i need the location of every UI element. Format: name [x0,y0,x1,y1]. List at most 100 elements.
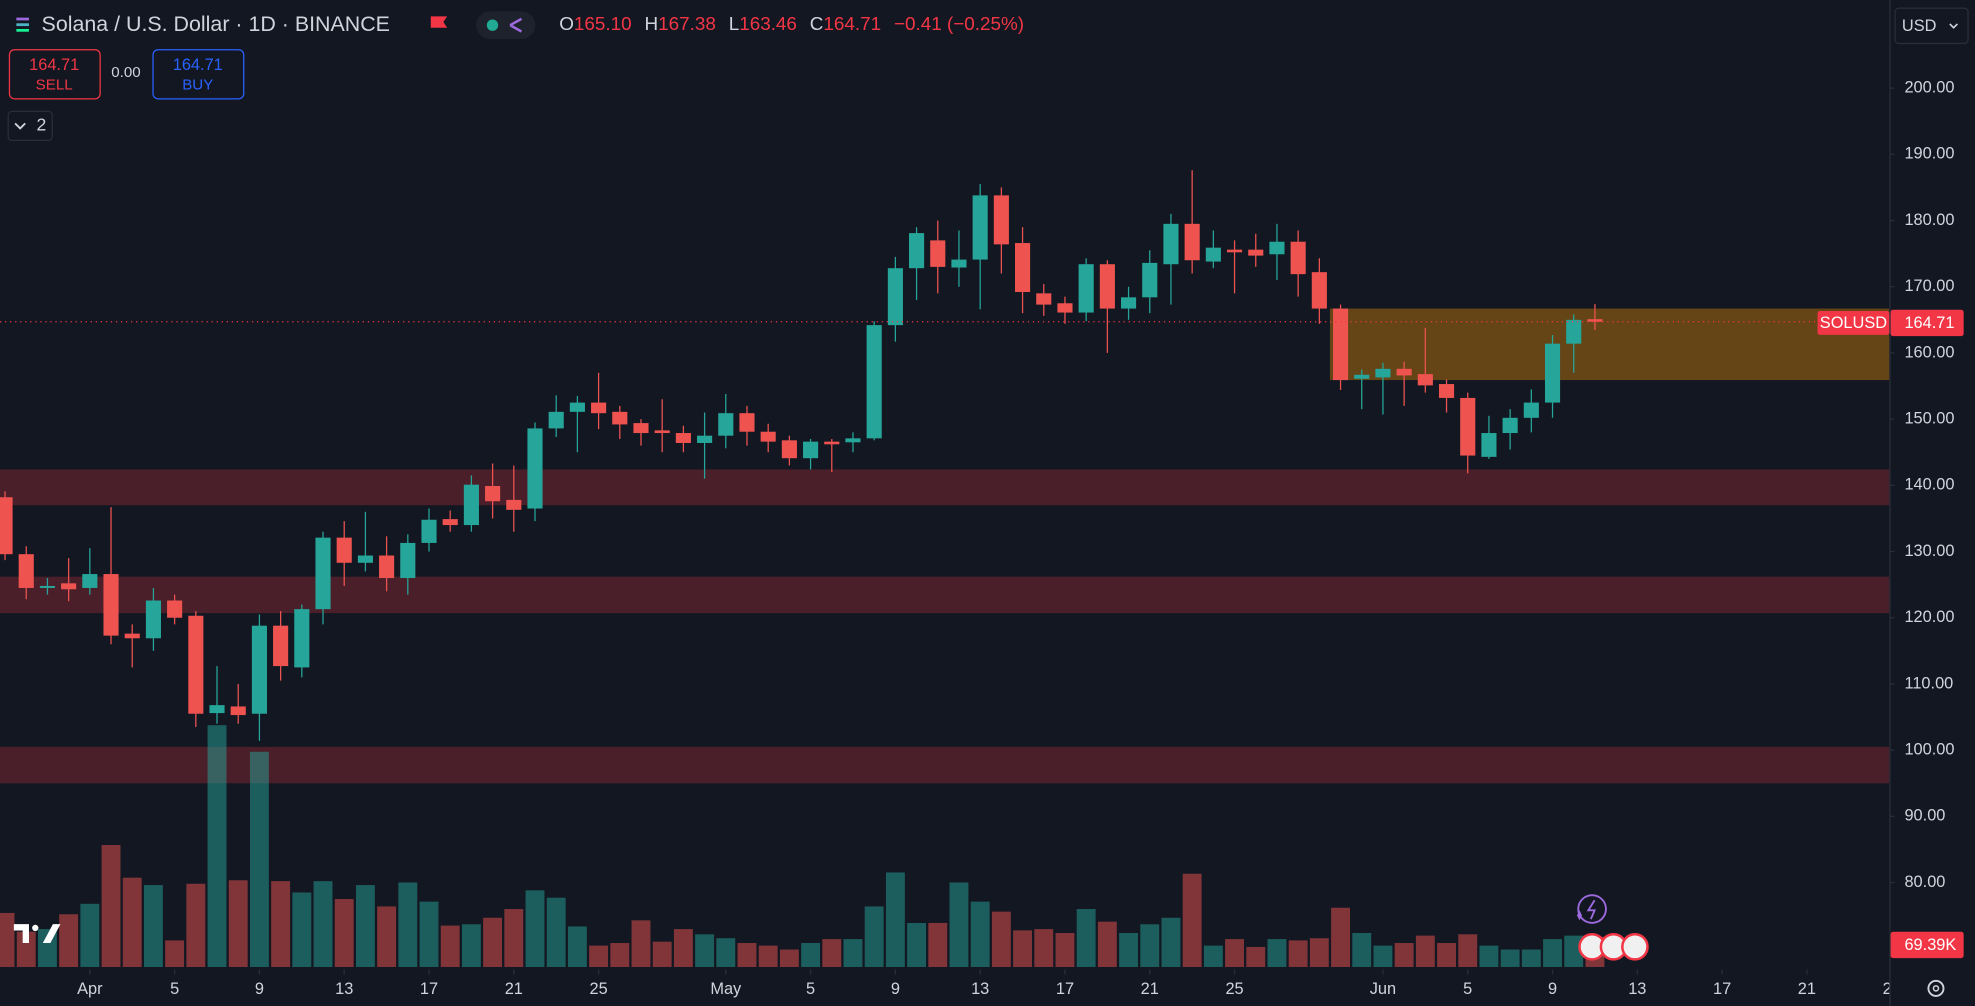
volume-bar [673,929,693,967]
volume-bar [292,892,312,967]
candle-body [866,325,882,439]
candle-body [167,600,183,618]
indicator-box[interactable] [7,110,53,142]
logo-part [41,924,61,944]
sell-label[interactable]: SELL [36,77,73,94]
candle-body [145,600,161,639]
status-pill[interactable] [476,11,536,40]
sell-price[interactable]: 164.71 [29,56,79,74]
candle-body [442,519,458,526]
candle-body [400,542,416,579]
indicator-count[interactable]: 2 [37,115,47,135]
candle-body [1354,374,1370,379]
volume-bar [504,909,524,967]
candle-body [1396,368,1412,376]
y-tick-label: 140.00 [1904,476,1954,494]
indicator-toggle[interactable]: 2 [7,110,53,142]
volume-bar [737,943,757,967]
event-icons[interactable] [1576,894,1649,961]
candle-body [1248,249,1264,256]
x-tick-label: 5 [1463,980,1472,998]
y-tick-label: 120.00 [1904,608,1954,626]
candle-body [1375,368,1391,378]
candle-body [294,609,310,668]
volume-bar [165,940,185,967]
volume-bar [1076,909,1096,967]
chart-title[interactable]: Solana / U.S. Dollar · 1D · BINANCE [42,12,390,36]
x-tick-label: 13 [335,980,353,998]
volume-bar [271,881,291,967]
volume-bar [1415,935,1435,967]
volume-bar [122,877,142,967]
candle-body [1417,374,1433,386]
gear[interactable] [1927,979,1945,997]
zone [0,576,1890,614]
candle-body [718,413,734,436]
settings-button[interactable] [1927,979,1945,997]
x-tick-label: 25 [1225,980,1243,998]
currency-box[interactable] [1894,7,1969,45]
candle-body [1099,264,1115,309]
x-tick-label: 21 [1141,980,1159,998]
candle-body [654,430,670,434]
y-tick-label: 130.00 [1904,542,1954,560]
buy-price[interactable]: 164.71 [173,56,223,74]
buy-button[interactable]: 164.71 BUY [152,49,245,100]
volume-bar [1352,932,1372,967]
candle-body [527,428,543,509]
volume-bar [631,920,651,967]
candle-body [379,555,395,579]
l-value: 163.46 [739,14,797,35]
buy-label[interactable]: BUY [182,77,213,94]
zone [1329,308,1890,381]
x-tick-label: 25 [589,980,607,998]
last-price: 164.71 [1904,314,1954,332]
sell-box[interactable] [8,49,101,100]
x-tick-label: 17 [420,980,438,998]
chevron [1949,23,1958,29]
candle-body [485,486,501,502]
currency-select[interactable]: USD [1894,7,1969,45]
volume-bar [1373,945,1393,967]
candle-body [612,411,628,425]
candle-body [1438,384,1455,398]
candle-body [1142,262,1158,298]
x-tick-label: May [710,980,742,998]
logo[interactable] [13,924,61,944]
h-value: 167.38 [658,14,716,35]
flag-icon[interactable] [430,16,448,28]
currency[interactable]: USD [1902,17,1937,35]
y-tick-label: 180.00 [1904,211,1954,229]
candle-body [569,402,585,412]
event-flag[interactable] [1621,932,1649,961]
candle-body [61,583,77,590]
candle-body [909,233,925,269]
candle-body [1587,319,1603,322]
candle-body [845,438,861,443]
volume-bar [101,845,121,967]
volume-bar [1500,949,1520,967]
volume-bar [1267,939,1287,967]
candle-body [697,435,713,443]
volume-bar [1437,943,1456,967]
candle-body [1205,247,1221,262]
buy-box[interactable] [152,49,245,100]
candle-body [1502,417,1518,434]
sell-button[interactable]: 164.71 SELL [8,49,101,100]
status-dot [486,19,499,31]
h-label: H [644,14,658,35]
candle-body [887,268,903,326]
x-tick-label: Jun [1370,980,1396,998]
candle-body [993,195,1009,245]
candle-body [336,537,352,563]
volume-bar [1394,943,1414,967]
candle-body [675,433,691,443]
volume-bar [928,922,948,967]
x-tick-label: 17 [1056,980,1074,998]
volume-bar [949,882,969,967]
volume-bar [228,880,248,967]
candle-body [739,413,755,432]
event-icon[interactable] [1577,894,1607,924]
volume-bar [589,945,609,967]
